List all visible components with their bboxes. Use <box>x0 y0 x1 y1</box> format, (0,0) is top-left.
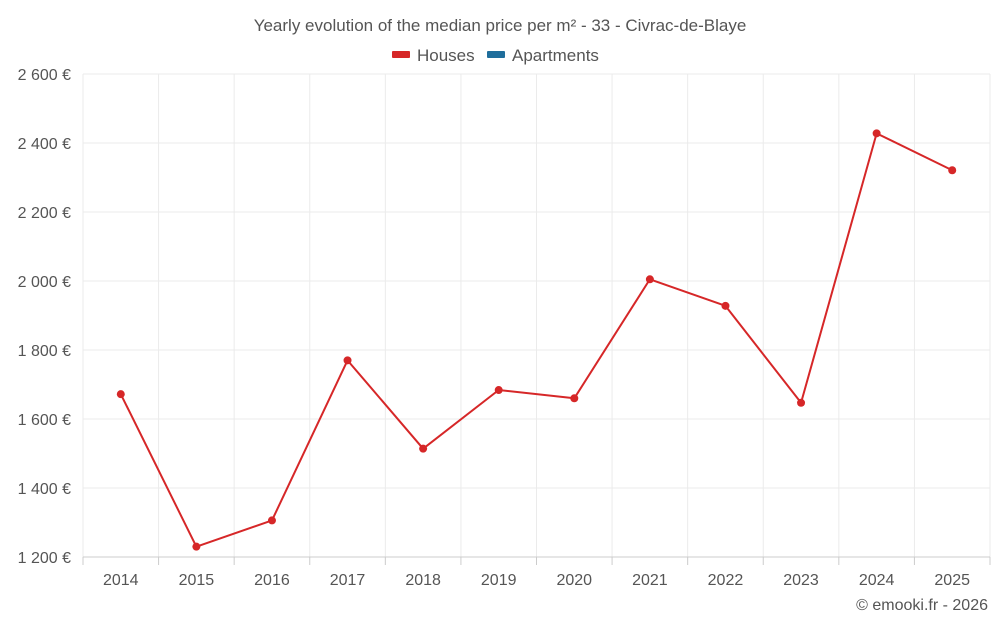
data-point-houses[interactable] <box>872 129 881 138</box>
y-tick-label: 2 200 € <box>18 205 71 222</box>
y-tick-label: 1 200 € <box>18 550 71 567</box>
data-point-houses[interactable] <box>645 275 654 284</box>
axes: 1 200 € 1 400 € 1 600 € 1 800 € 2 000 € 2 200… <box>18 67 991 589</box>
data-point-houses[interactable] <box>948 166 957 175</box>
credit-text: © emooki.fr - 2026 <box>856 597 988 614</box>
legend-swatch-apartments <box>487 51 505 58</box>
data-point-houses[interactable] <box>419 444 428 453</box>
y-tick-label: 2 600 € <box>18 67 71 84</box>
legend: Houses Apartments <box>392 46 599 65</box>
grid <box>82 73 991 557</box>
data-point-houses[interactable] <box>494 386 503 395</box>
y-tick-label: 1 600 € <box>18 412 71 429</box>
data-point-houses[interactable] <box>797 398 806 407</box>
x-tick-label: 2020 <box>556 572 592 589</box>
x-tick-label: 2014 <box>103 572 139 589</box>
data-point-houses[interactable] <box>343 356 352 365</box>
y-tick-label: 1 800 € <box>18 343 71 360</box>
y-tick-label: 2 000 € <box>18 274 71 291</box>
chart-title: Yearly evolution of the median price per… <box>254 16 747 35</box>
x-tick-label: 2016 <box>254 572 290 589</box>
data-point-houses[interactable] <box>267 516 276 525</box>
y-tick-label: 2 400 € <box>18 136 71 153</box>
legend-item-houses[interactable]: Houses <box>392 46 475 65</box>
x-tick-label: 2017 <box>330 572 366 589</box>
x-tick-label: 2019 <box>481 572 517 589</box>
series-line-houses <box>119 132 953 548</box>
x-tick-label: 2021 <box>632 572 668 589</box>
legend-label-apartments: Apartments <box>512 46 599 65</box>
data-point-houses[interactable] <box>721 301 730 310</box>
data-point-houses[interactable] <box>570 394 579 403</box>
x-tick-label: 2023 <box>783 572 819 589</box>
x-tick-label: 2015 <box>179 572 215 589</box>
plot-area <box>116 129 957 551</box>
data-point-houses[interactable] <box>116 390 125 399</box>
data-point-houses[interactable] <box>192 542 201 551</box>
legend-item-apartments[interactable]: Apartments <box>487 46 599 65</box>
x-tick-label: 2022 <box>708 572 744 589</box>
legend-swatch-houses <box>392 51 410 58</box>
x-tick-label: 2025 <box>934 572 970 589</box>
x-tick-label: 2018 <box>405 572 441 589</box>
legend-label-houses: Houses <box>417 46 475 65</box>
x-tick-label: 2024 <box>859 572 895 589</box>
y-tick-label: 1 400 € <box>18 481 71 498</box>
